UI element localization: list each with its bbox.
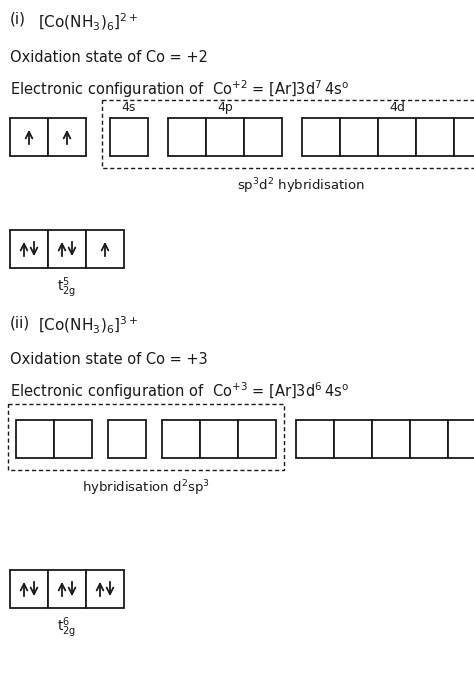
Bar [410,420,448,458]
Text: $\left[\mathrm{Co(NH_3)_6}\right]^{2+}$: $\left[\mathrm{Co(NH_3)_6}\right]^{2+}$ [38,12,138,33]
Bar [206,118,244,156]
Bar [16,420,54,458]
Bar [86,230,124,268]
Text: (i): (i) [10,12,26,27]
Bar [416,118,454,156]
Text: $\left[\mathrm{Co(NH_3)_6}\right]^{3+}$: $\left[\mathrm{Co(NH_3)_6}\right]^{3+}$ [38,315,138,336]
Text: 4s: 4s [122,101,136,114]
Bar [48,230,86,268]
Bar [378,118,416,156]
Bar [244,118,282,156]
Bar [48,118,86,156]
Bar [372,420,410,458]
Bar [454,118,474,156]
Bar [8,404,284,470]
Text: Oxidation state of Co = +3: Oxidation state of Co = +3 [10,352,208,367]
Bar [54,420,92,458]
Bar [108,420,146,458]
Bar [162,420,200,458]
Bar [238,420,276,458]
Text: $\mathrm{sp^3d^2}$ hybridisation: $\mathrm{sp^3d^2}$ hybridisation [237,176,365,196]
Bar [334,420,372,458]
Bar [10,570,48,608]
Text: Electronic configuration of  $\mathrm{Co^{+2}}$ = $[\mathrm{Ar}]\mathrm{3d^7\,4s: Electronic configuration of $\mathrm{Co^… [10,78,349,100]
Bar [102,100,474,168]
Text: 4d: 4d [389,101,405,114]
Text: hybridisation $\mathrm{d^2sp^3}$: hybridisation $\mathrm{d^2sp^3}$ [82,478,210,498]
Text: Electronic configuration of  $\mathrm{Co^{+3}}$ = $[\mathrm{Ar}]\mathrm{3d^6\,4s: Electronic configuration of $\mathrm{Co^… [10,380,349,402]
Bar [168,118,206,156]
Text: Oxidation state of Co = +2: Oxidation state of Co = +2 [10,50,208,65]
Bar [302,118,340,156]
Text: $\mathrm{t^6_{2g}}$: $\mathrm{t^6_{2g}}$ [57,616,76,640]
Bar [200,420,238,458]
Bar [86,570,124,608]
Bar [110,118,148,156]
Text: $\mathrm{t^5_{2g}}$: $\mathrm{t^5_{2g}}$ [57,276,76,301]
Bar [10,118,48,156]
Bar [296,420,334,458]
Bar [340,118,378,156]
Bar [48,570,86,608]
Bar [448,420,474,458]
Bar [10,230,48,268]
Text: 4p: 4p [217,101,233,114]
Text: (ii): (ii) [10,315,30,330]
